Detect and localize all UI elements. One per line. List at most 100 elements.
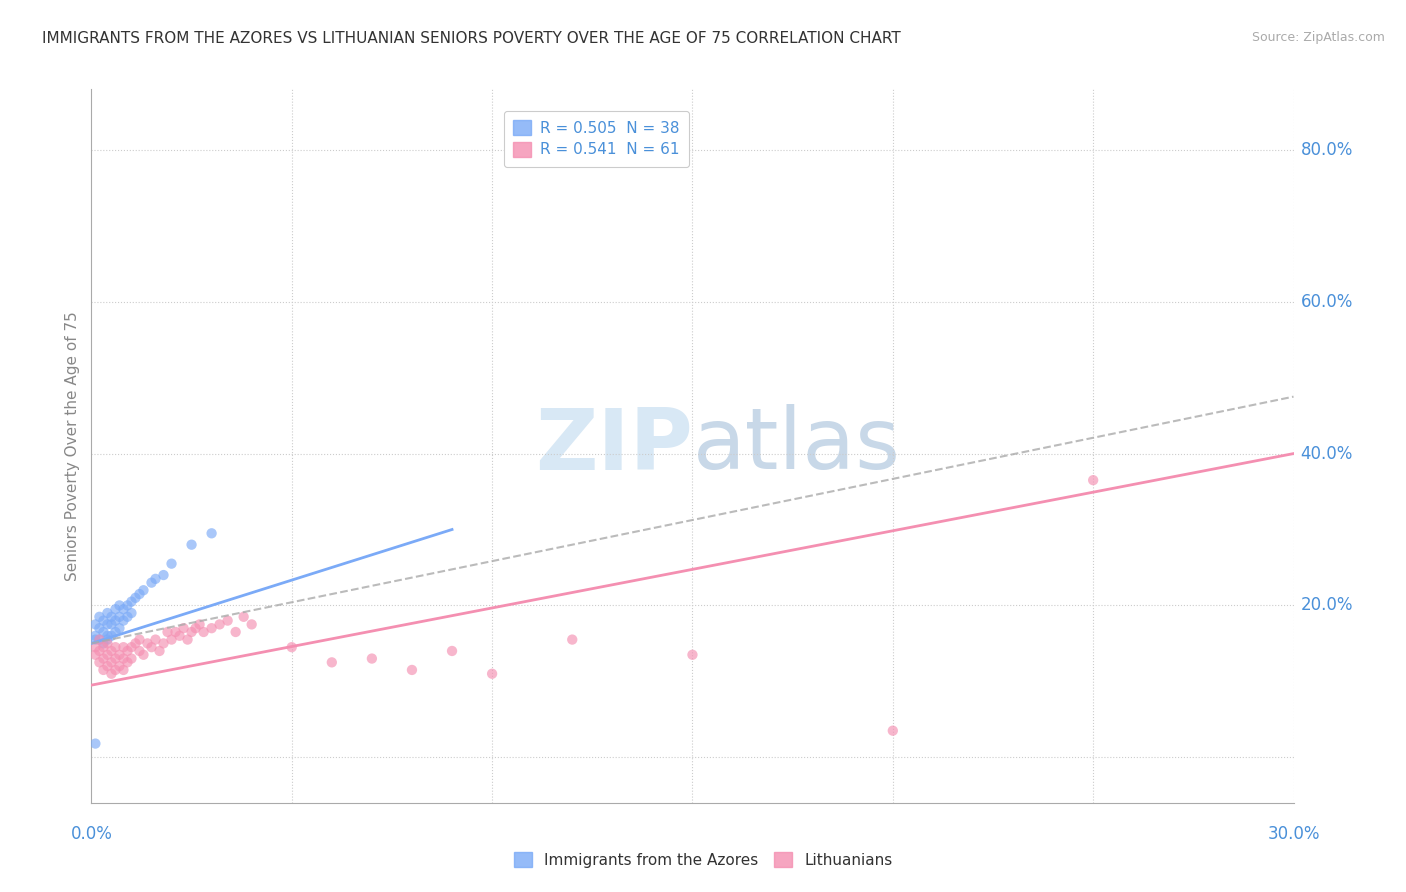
Point xyxy=(281,640,304,655)
Point xyxy=(201,621,224,635)
Point xyxy=(96,629,118,643)
Legend: R = 0.505  N = 38, R = 0.541  N = 61: R = 0.505 N = 38, R = 0.541 N = 61 xyxy=(503,112,689,167)
Point xyxy=(360,651,382,665)
Point xyxy=(100,656,122,670)
Point xyxy=(93,663,115,677)
Point xyxy=(112,602,135,616)
Point xyxy=(104,651,127,665)
Point xyxy=(128,587,150,601)
Point xyxy=(89,632,111,647)
Point xyxy=(188,617,211,632)
Text: 20.0%: 20.0% xyxy=(1301,597,1353,615)
Point xyxy=(481,666,503,681)
Point xyxy=(136,636,159,650)
Point xyxy=(208,617,231,632)
Point xyxy=(108,648,131,662)
Point xyxy=(180,625,202,640)
Point xyxy=(96,648,118,662)
Point xyxy=(193,625,215,640)
Point xyxy=(173,621,195,635)
Text: 40.0%: 40.0% xyxy=(1301,444,1353,463)
Point xyxy=(93,640,115,655)
Point xyxy=(112,614,135,628)
Point xyxy=(152,568,174,582)
Legend: Immigrants from the Azores, Lithuanians: Immigrants from the Azores, Lithuanians xyxy=(508,846,898,873)
Point xyxy=(84,632,107,647)
Point xyxy=(117,656,139,670)
Point xyxy=(117,609,139,624)
Point xyxy=(128,644,150,658)
Point xyxy=(84,640,107,655)
Point xyxy=(184,621,207,635)
Point xyxy=(104,663,127,677)
Point xyxy=(84,629,107,643)
Point xyxy=(108,599,131,613)
Point xyxy=(121,640,143,655)
Text: 60.0%: 60.0% xyxy=(1301,293,1353,310)
Point xyxy=(240,617,263,632)
Text: ZIP: ZIP xyxy=(534,404,692,488)
Point xyxy=(132,583,155,598)
Point xyxy=(84,648,107,662)
Point xyxy=(117,599,139,613)
Point xyxy=(681,648,703,662)
Point xyxy=(321,656,343,670)
Point xyxy=(89,609,111,624)
Point xyxy=(89,644,111,658)
Point xyxy=(561,632,583,647)
Point xyxy=(160,557,183,571)
Point xyxy=(93,636,115,650)
Point xyxy=(104,614,127,628)
Point xyxy=(225,625,247,640)
Point xyxy=(89,621,111,635)
Point xyxy=(104,602,127,616)
Text: 30.0%: 30.0% xyxy=(1267,825,1320,843)
Point xyxy=(882,723,904,738)
Point xyxy=(145,572,167,586)
Point xyxy=(141,640,163,655)
Point xyxy=(124,636,146,650)
Point xyxy=(180,538,202,552)
Point xyxy=(89,632,111,647)
Point xyxy=(169,629,191,643)
Point xyxy=(96,606,118,620)
Point xyxy=(100,644,122,658)
Point xyxy=(124,591,146,605)
Point xyxy=(148,644,170,658)
Point xyxy=(117,644,139,658)
Point xyxy=(93,625,115,640)
Point xyxy=(141,575,163,590)
Point xyxy=(84,737,107,751)
Point xyxy=(96,636,118,650)
Text: Source: ZipAtlas.com: Source: ZipAtlas.com xyxy=(1251,31,1385,45)
Point xyxy=(93,614,115,628)
Point xyxy=(132,648,155,662)
Point xyxy=(152,636,174,650)
Point xyxy=(100,609,122,624)
Point xyxy=(1083,473,1105,487)
Point xyxy=(104,640,127,655)
Point xyxy=(145,632,167,647)
Point xyxy=(112,640,135,655)
Point xyxy=(165,625,187,640)
Point xyxy=(96,632,118,647)
Text: 0.0%: 0.0% xyxy=(70,825,112,843)
Point xyxy=(128,632,150,647)
Point xyxy=(201,526,224,541)
Point xyxy=(217,614,239,628)
Point xyxy=(176,632,198,647)
Point xyxy=(108,621,131,635)
Point xyxy=(156,625,179,640)
Point xyxy=(112,663,135,677)
Point xyxy=(440,644,463,658)
Point xyxy=(160,632,183,647)
Point xyxy=(96,617,118,632)
Point xyxy=(121,651,143,665)
Text: atlas: atlas xyxy=(692,404,900,488)
Point xyxy=(108,609,131,624)
Point xyxy=(89,656,111,670)
Point xyxy=(104,625,127,640)
Point xyxy=(121,606,143,620)
Point xyxy=(84,617,107,632)
Point xyxy=(401,663,423,677)
